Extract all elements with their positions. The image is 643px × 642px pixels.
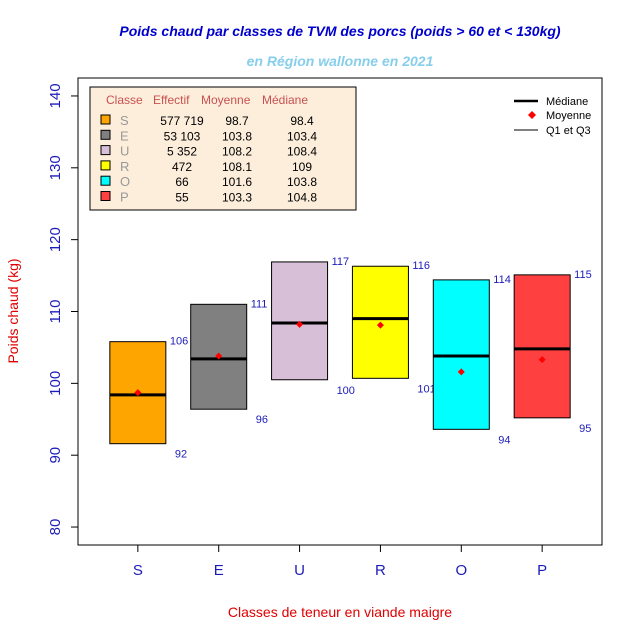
table-class: U bbox=[120, 144, 129, 159]
y-tick-label: 100 bbox=[47, 371, 64, 396]
table-cell: 104.8 bbox=[287, 191, 317, 205]
table-color-swatch bbox=[100, 129, 111, 140]
q3-label: 115 bbox=[574, 269, 592, 281]
table-cell: 108.1 bbox=[222, 160, 252, 174]
table-class: O bbox=[120, 174, 130, 189]
table-cell: 98.7 bbox=[225, 114, 249, 128]
table-color-swatch bbox=[100, 191, 111, 201]
box-P bbox=[513, 274, 571, 419]
table-header: Classe bbox=[106, 93, 143, 107]
table-cell: 101.6 bbox=[222, 175, 252, 189]
mean-point bbox=[376, 321, 384, 329]
q1-label: 92 bbox=[175, 449, 187, 461]
table-cell: 108.2 bbox=[222, 145, 252, 159]
q3-label: 117 bbox=[332, 256, 350, 268]
x-tick-label: P bbox=[537, 562, 547, 579]
legend-label: Q1 et Q3 bbox=[546, 125, 591, 137]
q1-label: 100 bbox=[337, 385, 355, 397]
table-cell: 5 352 bbox=[167, 145, 197, 159]
table-class: E bbox=[120, 128, 129, 143]
q1-label: 94 bbox=[498, 434, 510, 446]
x-tick-label: S bbox=[133, 562, 143, 579]
table-color-swatch bbox=[100, 160, 111, 171]
q3-label: 111 bbox=[251, 298, 268, 310]
table-cell: 109 bbox=[292, 160, 312, 174]
table-cell: 108.4 bbox=[287, 145, 317, 159]
mean-point bbox=[538, 356, 546, 364]
table-color-swatch bbox=[100, 145, 111, 156]
q3-label: 116 bbox=[412, 260, 430, 272]
y-axis-label: Poids chaud (kg) bbox=[5, 258, 21, 363]
q3-label: 106 bbox=[170, 336, 188, 348]
legend-label: Médiane bbox=[546, 96, 588, 108]
table-color-swatch bbox=[100, 175, 111, 186]
table-cell: 103.4 bbox=[287, 129, 317, 143]
x-axis-label: Classes de teneur en viande maigre bbox=[228, 604, 452, 620]
table-class: R bbox=[120, 159, 129, 174]
box-U bbox=[271, 261, 329, 381]
mean-point bbox=[457, 368, 465, 376]
y-tick-label: 90 bbox=[47, 447, 64, 464]
table-class: P bbox=[120, 190, 129, 205]
q3-label: 114 bbox=[493, 274, 511, 286]
mean-point bbox=[134, 389, 142, 397]
table-cell: 53 103 bbox=[164, 129, 201, 143]
legend-mean-icon bbox=[528, 111, 536, 119]
table-cell: 66 bbox=[175, 175, 189, 189]
table-cell: 103.3 bbox=[222, 191, 252, 205]
table-cell: 103.8 bbox=[222, 129, 252, 143]
table-cell: 103.8 bbox=[287, 175, 317, 189]
table-cell: 577 719 bbox=[160, 114, 204, 128]
table-header: Effectif bbox=[153, 93, 190, 107]
x-tick-label: U bbox=[294, 562, 305, 579]
table-cell: 98.4 bbox=[290, 114, 314, 128]
y-tick-label: 130 bbox=[47, 155, 64, 180]
table-header: Moyenne bbox=[201, 93, 251, 107]
table-class: S bbox=[120, 113, 129, 128]
x-tick-label: O bbox=[455, 562, 467, 579]
x-tick-label: R bbox=[375, 562, 386, 579]
table-header: Médiane bbox=[262, 93, 308, 107]
q1-label: 101 bbox=[417, 383, 435, 395]
legend-label: Moyenne bbox=[546, 110, 591, 122]
summary-table bbox=[89, 86, 357, 211]
table-cell: 472 bbox=[172, 160, 192, 174]
y-tick-label: 110 bbox=[47, 300, 64, 324]
q1-label: 96 bbox=[256, 414, 268, 426]
y-tick-label: 80 bbox=[47, 519, 64, 536]
chart-title: Poids chaud par classes de TVM des porcs… bbox=[119, 23, 561, 39]
chart-subtitle: en Région wallonne en 2021 bbox=[247, 53, 434, 69]
table-cell: 55 bbox=[175, 191, 189, 205]
q1-label: 95 bbox=[579, 423, 591, 435]
x-tick-label: E bbox=[214, 562, 224, 579]
table-color-swatch bbox=[100, 114, 111, 125]
y-tick-label: 120 bbox=[47, 227, 64, 252]
y-tick-label: 140 bbox=[47, 83, 64, 108]
mean-point bbox=[296, 320, 304, 328]
mean-point bbox=[215, 352, 223, 360]
